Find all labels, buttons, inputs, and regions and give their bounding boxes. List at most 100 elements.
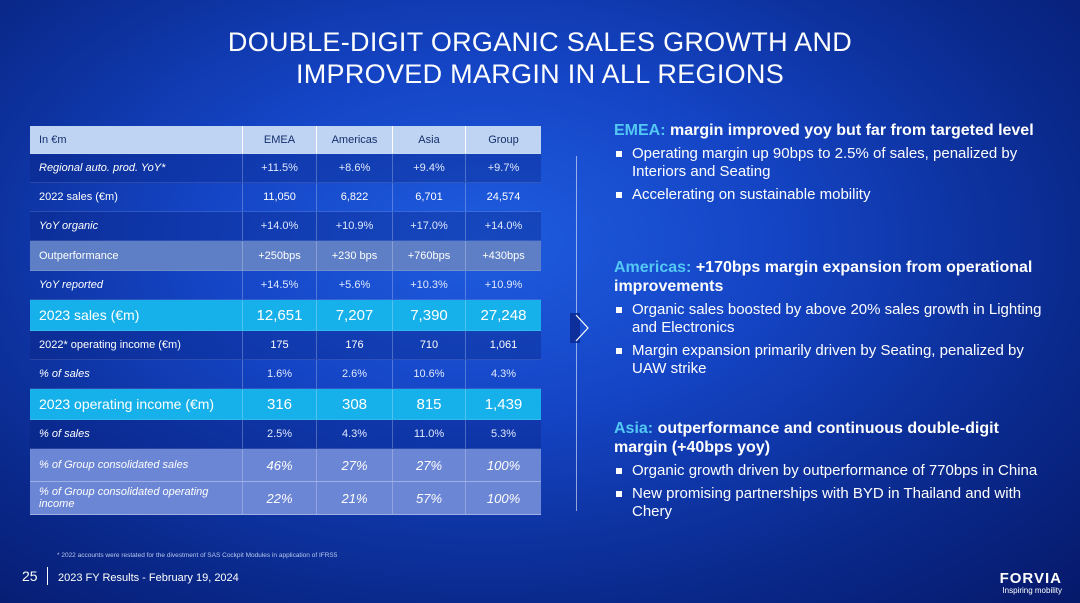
table-row: Regional auto. prod. YoY* +11.5% +8.6% +… [30, 154, 541, 183]
row-label: Regional auto. prod. YoY* [39, 162, 166, 174]
row-label: 2022* operating income (€m) [39, 339, 181, 351]
americas-section: Americas: +170bps margin expansion from … [614, 258, 1054, 378]
bullet-icon [616, 192, 622, 198]
chevron-right-icon [570, 313, 589, 343]
table-row-2023-operating-income: 2023 operating income (€m) 316 308 815 1… [30, 389, 541, 420]
footnote: * 2022 accounts were restated for the di… [57, 552, 338, 559]
americas-headline: +170bps margin expansion from operationa… [614, 259, 1033, 295]
footer-text: 2023 FY Results - February 19, 2024 [58, 572, 239, 584]
table-cell: 57% [392, 482, 465, 514]
bullet-icon [616, 468, 622, 474]
bullet-icon [616, 491, 622, 497]
brand-name: FORVIA [999, 570, 1062, 587]
table-cell: 710 [392, 331, 465, 359]
bullet-icon [616, 151, 622, 157]
emea-region-label: EMEA: [614, 122, 666, 139]
table-cell: 100% [465, 482, 541, 514]
list-item: Organic sales boosted by above 20% sales… [614, 301, 1054, 337]
header-cell: In €m [39, 133, 67, 146]
table-row: YoY reported +14.5% +5.6% +10.3% +10.9% [30, 271, 541, 300]
row-label: % of sales [39, 368, 90, 380]
row-label: % of Group consolidated operating income [39, 486, 209, 510]
table-cell: 4.3% [465, 360, 541, 388]
bullet-text: Margin expansion primarily driven by Sea… [632, 342, 1024, 377]
table-cell: 316 [242, 389, 316, 419]
table-cell: 7,390 [392, 300, 465, 330]
bullet-text: Organic growth driven by outperformance … [632, 462, 1038, 479]
table-cell: 2.6% [316, 360, 392, 388]
table-cell: 11,050 [242, 183, 316, 211]
table-cell: 22% [242, 482, 316, 514]
footer-divider [47, 567, 48, 585]
table-cell: 308 [316, 389, 392, 419]
bullet-icon [616, 348, 622, 354]
row-label: 2022 sales (€m) [39, 191, 118, 203]
asia-headline: outperformance and continuous double-dig… [614, 420, 999, 456]
table-cell: +10.9% [316, 212, 392, 240]
header-cell: Group [465, 126, 541, 153]
header-cell: EMEA [242, 126, 316, 153]
asia-region-label: Asia: [614, 420, 654, 437]
bullet-text: Operating margin up 90bps to 2.5% of sal… [632, 145, 1018, 180]
table-cell: +5.6% [316, 271, 392, 299]
emea-section: EMEA: margin improved yoy but far from t… [614, 121, 1054, 204]
table-cell: +10.9% [465, 271, 541, 299]
row-label: 2023 operating income (€m) [39, 396, 215, 412]
emea-heading: EMEA: margin improved yoy but far from t… [614, 121, 1054, 140]
title-line-2: IMPROVED MARGIN IN ALL REGIONS [295, 59, 785, 89]
row-label: YoY reported [39, 279, 104, 291]
row-label: % of Group consolidated sales [39, 459, 189, 471]
list-item: Organic growth driven by outperformance … [614, 462, 1054, 480]
table-cell: 5.3% [465, 420, 541, 448]
table-cell: +14.5% [242, 271, 316, 299]
table-cell: +760bps [392, 241, 465, 270]
list-item: Accelerating on sustainable mobility [614, 186, 1054, 204]
table-cell: 100% [465, 449, 541, 481]
list-item: Margin expansion primarily driven by Sea… [614, 342, 1054, 378]
header-cell: Americas [316, 126, 392, 153]
row-label: YoY organic [39, 220, 99, 232]
table-cell: 10.6% [392, 360, 465, 388]
table-cell: 12,651 [242, 300, 316, 330]
table-cell: +11.5% [242, 154, 316, 182]
page-number: 25 [22, 568, 38, 584]
table-cell: 6,822 [316, 183, 392, 211]
table-cell: 815 [392, 389, 465, 419]
results-table: In €m EMEA Americas Asia Group Regional … [30, 126, 541, 515]
slide-title: DOUBLE-DIGIT ORGANIC SALES GROWTH AND IM… [0, 26, 1080, 90]
bullet-icon [616, 307, 622, 313]
list-item: New promising partnerships with BYD in T… [614, 485, 1054, 521]
table-cell: 7,207 [316, 300, 392, 330]
table-cell: 2.5% [242, 420, 316, 448]
table-row: 2022 sales (€m) 11,050 6,822 6,701 24,57… [30, 183, 541, 212]
table-cell: 4.3% [316, 420, 392, 448]
table-cell: 27% [392, 449, 465, 481]
bullet-text: New promising partnerships with BYD in T… [632, 485, 1022, 520]
asia-section: Asia: outperformance and continuous doub… [614, 419, 1054, 521]
brand-tagline: Inspiring mobility [1002, 586, 1062, 595]
table-cell: 27,248 [465, 300, 541, 330]
table-row-group-operating-income-share: % of Group consolidated operating income… [30, 482, 541, 515]
table-row: 2022* operating income (€m) 175 176 710 … [30, 331, 541, 360]
table-row: % of sales 2.5% 4.3% 11.0% 5.3% [30, 420, 541, 449]
brand-logo: FORVIA Inspiring mobility [1000, 570, 1062, 595]
table-cell: 1,439 [465, 389, 541, 419]
table-cell: +10.3% [392, 271, 465, 299]
bullet-text: Organic sales boosted by above 20% sales… [632, 301, 1042, 336]
table-cell: 27% [316, 449, 392, 481]
table-row-group-sales-share: % of Group consolidated sales 46% 27% 27… [30, 449, 541, 482]
table-cell: +250bps [242, 241, 316, 270]
bullet-text: Accelerating on sustainable mobility [632, 186, 871, 203]
table-row-2023-sales: 2023 sales (€m) 12,651 7,207 7,390 27,24… [30, 300, 541, 331]
table-cell: +14.0% [465, 212, 541, 240]
americas-region-label: Americas: [614, 259, 692, 276]
table-cell: +17.0% [392, 212, 465, 240]
table-cell: +8.6% [316, 154, 392, 182]
row-label: 2023 sales (€m) [39, 307, 140, 323]
table-cell: 6,701 [392, 183, 465, 211]
row-label: % of sales [39, 428, 90, 440]
table-cell: +230 bps [316, 241, 392, 270]
table-cell: 175 [242, 331, 316, 359]
list-item: Operating margin up 90bps to 2.5% of sal… [614, 145, 1054, 181]
table-cell: +9.7% [465, 154, 541, 182]
